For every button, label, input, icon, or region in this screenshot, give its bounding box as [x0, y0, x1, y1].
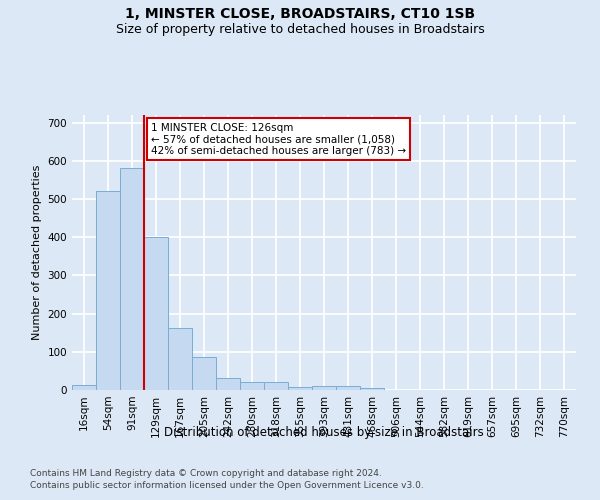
Bar [264, 382, 288, 390]
Bar [120, 168, 144, 390]
Text: Contains HM Land Registry data © Crown copyright and database right 2024.: Contains HM Land Registry data © Crown c… [30, 468, 382, 477]
Bar [168, 328, 192, 390]
Bar [312, 386, 336, 390]
Bar [192, 357, 216, 390]
Text: 1 MINSTER CLOSE: 126sqm
← 57% of detached houses are smaller (1,058)
42% of semi: 1 MINSTER CLOSE: 126sqm ← 57% of detache… [151, 122, 406, 156]
Text: Distribution of detached houses by size in Broadstairs: Distribution of detached houses by size … [164, 426, 484, 439]
Bar [288, 386, 312, 390]
Bar [96, 192, 120, 390]
Bar [72, 385, 96, 390]
Bar [336, 386, 360, 390]
Text: 1, MINSTER CLOSE, BROADSTAIRS, CT10 1SB: 1, MINSTER CLOSE, BROADSTAIRS, CT10 1SB [125, 8, 475, 22]
Text: Size of property relative to detached houses in Broadstairs: Size of property relative to detached ho… [116, 22, 484, 36]
Text: Contains public sector information licensed under the Open Government Licence v3: Contains public sector information licen… [30, 481, 424, 490]
Y-axis label: Number of detached properties: Number of detached properties [32, 165, 42, 340]
Bar [360, 388, 384, 390]
Bar [144, 237, 168, 390]
Bar [240, 382, 264, 390]
Bar [216, 378, 240, 390]
